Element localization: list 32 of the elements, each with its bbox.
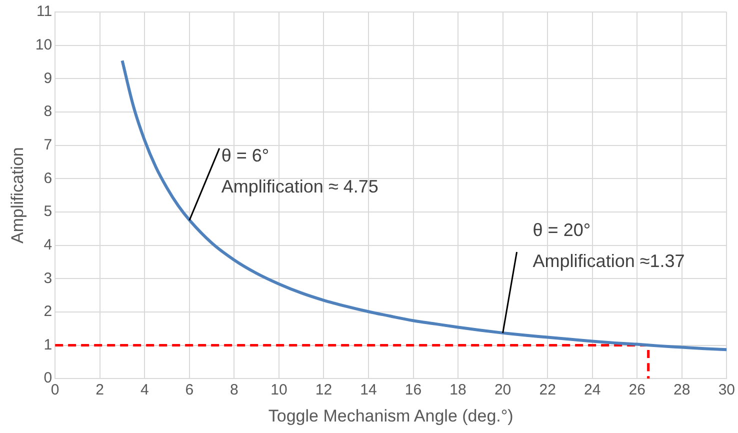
x-tick-label: 6 xyxy=(185,382,194,399)
y-tick-label: 11 xyxy=(36,3,52,20)
annotation: θ = 6° Amplification ≈ 4.75 xyxy=(221,145,378,196)
y-tick-label: 10 xyxy=(35,36,52,54)
x-tick-label: 26 xyxy=(628,382,646,399)
x-tick-label: 2 xyxy=(96,382,104,399)
y-axis-title: Amplification xyxy=(8,147,27,244)
y-tick-label: 2 xyxy=(44,303,52,320)
x-tick-label: 22 xyxy=(539,382,556,399)
y-tick-label: 6 xyxy=(44,170,52,187)
y-tick-label: 9 xyxy=(44,70,52,87)
x-tick-label: 4 xyxy=(140,382,149,399)
y-tick-label: 5 xyxy=(44,203,52,220)
x-tick-label: 12 xyxy=(315,382,332,399)
x-tick-label: 24 xyxy=(584,382,601,399)
x-tick-label: 30 xyxy=(718,382,735,399)
x-axis-title: Toggle Mechanism Angle (deg.°) xyxy=(268,406,514,426)
line-series xyxy=(120,59,727,352)
y-tick-label: 8 xyxy=(44,103,52,120)
y-tick-label: 4 xyxy=(44,236,52,254)
x-tick-label: 14 xyxy=(360,382,377,399)
y-tick-label: 0 xyxy=(44,370,52,387)
x-tick-label: 18 xyxy=(450,382,466,399)
y-tick-label: 1 xyxy=(44,336,52,354)
x-tick-label: 8 xyxy=(230,382,238,399)
y-tick-label: 3 xyxy=(44,270,52,287)
x-tick-label: 20 xyxy=(494,382,512,399)
x-tick-label: 10 xyxy=(270,382,288,399)
annotation: θ = 20° Amplification ≈1.37 xyxy=(532,220,685,271)
y-tick-label: 7 xyxy=(44,136,52,154)
x-tick-label: 16 xyxy=(404,382,422,399)
x-tick-label: 28 xyxy=(674,382,690,399)
